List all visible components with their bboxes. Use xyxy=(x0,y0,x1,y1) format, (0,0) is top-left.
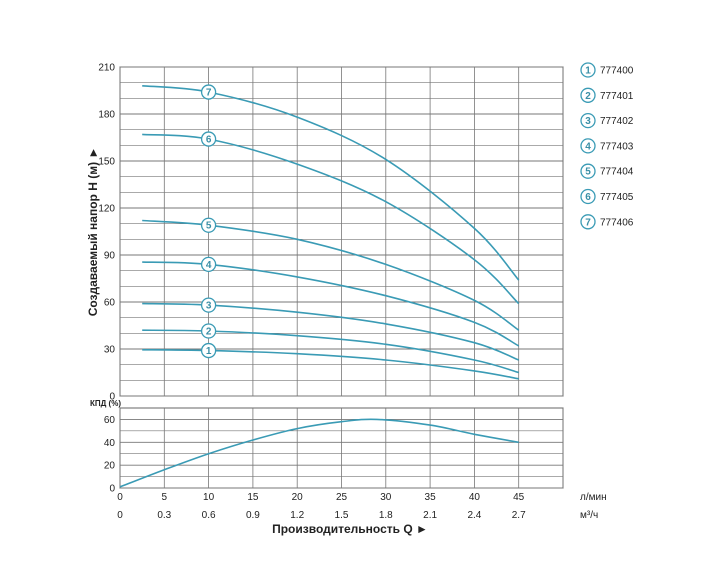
x-tick-m3h: 1.2 xyxy=(290,510,304,521)
y-tick-label: 120 xyxy=(98,204,115,215)
x-tick-m3h: 1.8 xyxy=(379,510,393,521)
curve-marker-label: 7 xyxy=(206,88,212,99)
legend-entry-label: 777406 xyxy=(600,217,634,228)
legend-entry-label: 777402 xyxy=(600,116,634,127)
x-tick-m3h: 0 xyxy=(117,510,123,521)
x-tick-m3h: 2.4 xyxy=(467,510,481,521)
curve-markers: 1 2 3 4 5 6 7 xyxy=(200,84,217,359)
head-curve-6 xyxy=(142,133,520,305)
y-tick-label: 60 xyxy=(104,298,116,309)
curve-marker-label: 5 xyxy=(206,221,212,232)
curve-marker-1 xyxy=(200,342,217,359)
curve-marker-label: 6 xyxy=(206,135,212,146)
curve-marker-6 xyxy=(200,131,217,147)
efficiency-curve xyxy=(119,418,519,488)
efficiency-curve-line xyxy=(119,418,519,488)
legend-marker-1 xyxy=(580,62,596,78)
x-tick-lmin: 5 xyxy=(162,492,168,503)
x-unit-lmin: л/мин xyxy=(580,492,607,503)
y-tick-label: 30 xyxy=(104,345,116,356)
x-tick-lmin: 10 xyxy=(203,492,215,503)
legend-marker-5 xyxy=(580,163,596,179)
head-curve-5 xyxy=(142,219,520,331)
x-axis-title: Производительность Q ► xyxy=(272,522,428,536)
y-axis-title: Создаваемый напор H (м) ► xyxy=(86,147,100,317)
head-curve-2 xyxy=(142,329,519,374)
x-tick-lmin: 30 xyxy=(380,492,392,503)
legend-marker-4 xyxy=(580,138,596,154)
curve-marker-label: 3 xyxy=(206,301,212,312)
x-tick-lmin: 15 xyxy=(247,492,259,503)
legend-marker-label: 1 xyxy=(585,66,591,77)
x-unit-m3h: м³/ч xyxy=(580,510,598,521)
y-tick-label: 150 xyxy=(98,157,115,168)
efficiency-axis-title: КПД (%) xyxy=(90,399,121,408)
x-tick-lmin: 25 xyxy=(336,492,348,503)
legend-marker-3 xyxy=(580,112,596,129)
legend-marker-label: 6 xyxy=(585,192,591,203)
x-tick-m3h: 1.5 xyxy=(335,510,349,521)
legend-entry-label: 777401 xyxy=(600,91,634,102)
legend-marker-label: 5 xyxy=(585,167,591,178)
x-tick-m3h: 0.9 xyxy=(246,510,260,521)
legend-entry-label: 777404 xyxy=(600,167,634,178)
x-tick-m3h: 2.1 xyxy=(423,510,437,521)
legend-marker-label: 2 xyxy=(585,91,591,102)
axis-titles: Создаваемый напор H (м) ► Производительно… xyxy=(86,147,428,536)
x-tick-lmin: 20 xyxy=(292,492,304,503)
eff-y-tick-label: 60 xyxy=(104,415,116,426)
legend-marker-6 xyxy=(580,188,596,205)
head-curve-1 xyxy=(142,349,519,380)
eff-y-tick-label: 0 xyxy=(109,484,115,495)
legend-entry-label: 777400 xyxy=(600,66,634,77)
y-tick-label: 180 xyxy=(98,110,115,121)
curve-marker-2 xyxy=(200,323,217,339)
x-tick-m3h: 0.6 xyxy=(202,510,216,521)
x-tick-m3h: 2.7 xyxy=(512,510,526,521)
head-chart-grid xyxy=(119,66,564,397)
y-tick-label: 210 xyxy=(98,63,115,74)
curve-marker-label: 2 xyxy=(206,326,212,337)
legend-marker-label: 4 xyxy=(585,141,591,152)
x-tick-lmin: 0 xyxy=(117,492,123,503)
x-tick-lmin: 40 xyxy=(469,492,481,503)
legend-marker-7 xyxy=(580,214,596,230)
legend: 1 777400 2 777401 3 777402 4 777403 5 777404 6 7774… xyxy=(580,62,634,230)
efficiency-chart-axes: 0 20 40 60 КПД (%) 0 5 10 15 20 25 30 35 40 45 0 0.3 0.6 0… xyxy=(90,399,607,521)
curve-marker-label: 4 xyxy=(206,260,212,271)
efficiency-chart-grid xyxy=(119,407,564,489)
y-tick-label: 0 xyxy=(109,392,115,403)
x-tick-lmin: 45 xyxy=(513,492,525,503)
eff-y-tick-label: 40 xyxy=(104,438,116,449)
legend-marker-2 xyxy=(580,87,596,103)
legend-marker-label: 3 xyxy=(585,116,591,127)
x-tick-m3h: 0.3 xyxy=(157,510,171,521)
legend-entry-label: 777403 xyxy=(600,141,634,152)
legend-entry-label: 777405 xyxy=(600,192,634,203)
eff-y-tick-label: 20 xyxy=(104,461,116,472)
curve-marker-label: 1 xyxy=(206,346,212,357)
curve-marker-3 xyxy=(200,297,217,313)
x-tick-lmin: 35 xyxy=(425,492,437,503)
head-curve-3 xyxy=(142,302,519,361)
legend-marker-label: 7 xyxy=(585,217,591,228)
y-tick-label: 90 xyxy=(104,251,116,262)
curve-marker-7 xyxy=(200,84,217,100)
curve-marker-5 xyxy=(200,217,217,233)
curve-marker-4 xyxy=(200,256,217,273)
head-chart-axes: 0 30 60 90 120 150 180 210 xyxy=(98,63,115,403)
